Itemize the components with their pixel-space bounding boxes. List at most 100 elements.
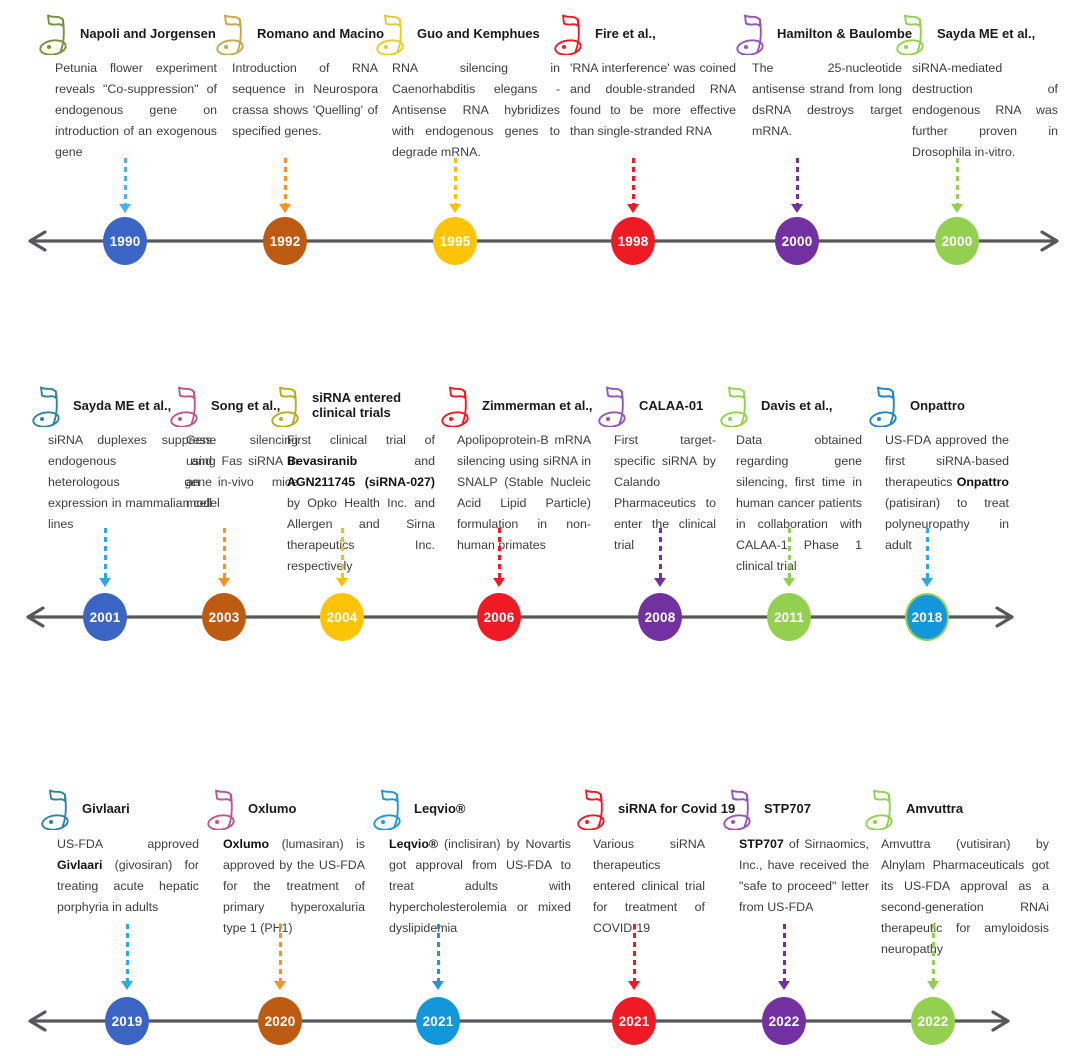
down-arrow-icon [654,528,666,587]
year-label: 2022 [768,1013,800,1029]
down-arrow-icon [778,924,790,990]
timeline-axis [28,230,1059,252]
year-label: 2000 [781,233,813,249]
milestone-description: First target-specific siRNA by Calando P… [614,433,716,552]
milestone-card-2021-2: Leqvio® Leqvio® (inclisiran) by Novartis … [373,782,571,939]
milestone-description: siRNA-mediated destruction of endogenous… [912,61,1058,159]
milestone-title: CALAA-01 [639,397,704,413]
year-label: 2006 [483,609,515,625]
golf-flag-icon [598,386,626,427]
year-marker: 2021 [612,997,656,1045]
milestone-title: Song et al., [211,397,281,413]
milestone-header: siRNA entered clinical trials [271,380,435,430]
milestone-description: Amvuttra (vutisiran) by Alnylam Pharmace… [881,837,1049,956]
down-arrow-icon [336,528,348,587]
year-label: 1992 [269,233,301,249]
down-arrow-icon [627,158,639,213]
milestone-header: Hamilton & Baulombe [736,8,912,58]
milestone-description: STP707 of Sirnaomics, Inc., have receive… [739,837,869,914]
milestone-card-2000-4: Hamilton & Baulombe The 25-nucleotide ant… [736,8,912,142]
down-arrow-icon [119,158,131,213]
milestone-card-2021-3: siRNA for Covid 19 Various siRNA therapeu… [577,782,735,939]
golf-flag-icon [170,386,198,427]
year-label: 2022 [917,1013,949,1029]
year-label: 1990 [109,233,141,249]
down-arrow-icon [279,158,291,213]
year-marker: 2022 [762,997,806,1045]
year-marker: 2004 [320,593,364,641]
milestone-header: Davis et al., [720,380,862,430]
timeline-axis [28,1010,1010,1032]
axis-arrow-right-icon [1040,230,1059,252]
milestone-header: Song et al., [170,380,298,430]
golf-flag-icon [41,789,69,830]
milestone-description: Data obtained regarding gene silencing, … [736,433,862,573]
milestone-title: siRNA for Covid 19 [618,800,736,816]
milestone-card-2001-0: Sayda ME et al., siRNA duplexes suppress … [32,380,212,535]
year-label: 2008 [644,609,676,625]
milestone-header: Leqvio® [373,782,571,834]
down-arrow-icon [218,528,230,587]
milestone-header: Guo and Kemphues [376,8,560,58]
milestone-title: siRNA entered clinical trials [312,390,402,420]
milestone-card-1992-1: Romano and Macino Introduction of RNA seq… [216,8,384,142]
milestone-card-1998-3: Fire et al., 'RNA interference' was coine… [554,8,736,142]
milestone-header: Zimmerman et al., [441,380,593,430]
milestone-card-2022-5: Amvuttra Amvuttra (vutisiran) by Alnylam … [865,782,1049,960]
milestone-header: Fire et al., [554,8,736,58]
year-marker: 2003 [202,593,246,641]
milestone-description: Introduction of RNA sequence in Neurospo… [232,61,378,138]
down-arrow-icon [493,528,505,587]
down-arrow-icon [99,528,111,587]
year-marker: 2022 [911,997,955,1045]
year-marker: 2006 [477,593,521,641]
golf-flag-icon [32,386,60,427]
milestone-title: Guo and Kemphues [417,25,540,41]
milestone-description: The 25-nucleotide antisense strand from … [752,61,902,138]
golf-flag-icon [373,789,401,830]
milestone-card-1990-0: Napoli and Jorgensen Petunia flower exper… [39,8,217,163]
milestone-card-2019-0: Givlaari US-FDA approved Givlaari (givosi… [41,782,199,918]
year-label: 2003 [208,609,240,625]
milestone-title: Leqvio® [414,800,466,816]
golf-flag-icon [736,14,764,55]
milestone-title: Romano and Macino [257,25,385,41]
milestone-title: Davis et al., [761,397,833,413]
milestone-header: Sayda ME et al., [32,380,212,430]
year-label: 1995 [439,233,471,249]
year-marker: 1995 [433,217,477,265]
milestone-card-1995-2: Guo and Kemphues RNA silencing in Caenorh… [376,8,560,163]
down-arrow-icon [121,924,133,990]
year-label: 2001 [89,609,121,625]
down-arrow-icon [432,924,444,990]
milestone-title: Onpattro [910,397,965,413]
milestone-title: Sayda ME et al., [937,25,1036,41]
milestone-description: US-FDA approved Givlaari (givosiran) for… [57,837,199,914]
down-arrow-icon [927,924,939,990]
year-marker: 2008 [638,593,682,641]
year-marker: 1992 [263,217,307,265]
golf-flag-icon [896,14,924,55]
milestone-header: Sayda ME et al., [896,8,1058,58]
year-marker: 1990 [103,217,147,265]
milestone-card-2008-4: CALAA-01 First target-specific siRNA by C… [598,380,716,556]
milestone-header: siRNA for Covid 19 [577,782,735,834]
year-marker: 2018 [905,593,949,641]
milestone-header: Napoli and Jorgensen [39,8,217,58]
milestone-title: Sayda ME et al., [73,397,172,413]
milestone-header: Romano and Macino [216,8,384,58]
milestone-description: Leqvio® (inclisiran) by Novartis got app… [389,837,571,935]
year-marker: 2000 [935,217,979,265]
milestone-header: Amvuttra [865,782,1049,834]
milestone-title: STP707 [764,800,811,816]
milestone-title: Zimmerman et al., [482,397,593,413]
year-label: 2011 [773,609,805,625]
golf-flag-icon [207,789,235,830]
milestone-header: STP707 [723,782,869,834]
milestone-card-2011-5: Davis et al., Data obtained regarding gen… [720,380,862,577]
down-arrow-icon [449,158,461,213]
year-label: 2019 [111,1013,143,1029]
milestone-description: siRNA duplexes suppress endogenous and h… [48,433,212,531]
down-arrow-icon [783,528,795,587]
